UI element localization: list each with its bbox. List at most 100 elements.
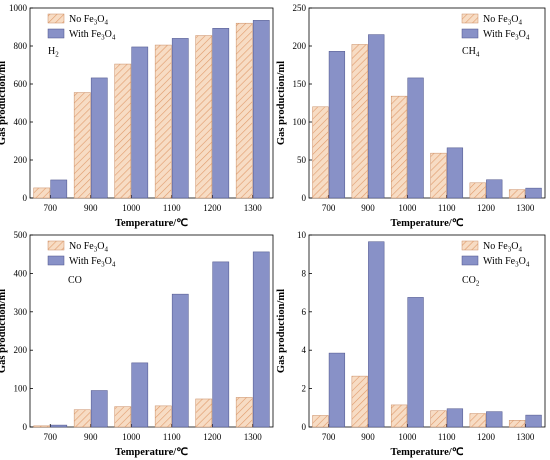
x-axis-label: Temperature/℃ [390, 217, 463, 229]
x-tick-label: 1300 [516, 432, 535, 442]
bar-no-fe3o4 [469, 182, 486, 199]
bar-with-fe3o4 [50, 424, 68, 428]
plot-frame [29, 7, 274, 199]
bar-no-fe3o4 [235, 22, 253, 199]
y-tick-label: 150 [293, 79, 307, 89]
legend: No Fe3O4 With Fe3O4 [461, 13, 530, 42]
bar-with-fe3o4 [368, 34, 385, 199]
x-tick-label: 700 [44, 432, 58, 442]
bar-with-fe3o4 [446, 408, 464, 428]
bar-with-fe3o4 [90, 390, 108, 428]
bar-with-fe3o4 [328, 51, 346, 199]
bar-no-fe3o4 [430, 152, 447, 199]
bar-no-fe3o4 [351, 44, 368, 199]
y-tick-label: 800 [14, 41, 28, 51]
bar-with-fe3o4 [171, 293, 189, 428]
gas-label: CH4 [462, 46, 480, 59]
x-tick-label: 1200 [477, 203, 496, 213]
y-tick-label: 100 [293, 117, 307, 127]
y-tick-label: 1000 [9, 3, 28, 13]
bar-with-fe3o4 [368, 241, 385, 428]
bar-no-fe3o4 [390, 404, 408, 428]
y-tick-label: 0 [23, 422, 28, 432]
bar-with-fe3o4 [212, 28, 230, 199]
x-tick-label: 900 [84, 203, 98, 213]
legend-label: No Fe3O4 [69, 14, 108, 27]
y-tick-label: 0 [302, 422, 307, 432]
bar-no-fe3o4 [33, 425, 51, 428]
y-tick-label: 200 [14, 345, 28, 355]
bar-with-fe3o4 [407, 77, 424, 199]
y-tick-label: 400 [14, 117, 28, 127]
bar-no-fe3o4 [114, 406, 132, 428]
bar-with-fe3o4 [131, 362, 149, 428]
x-tick-label: 1300 [516, 203, 535, 213]
y-tick-label: 100 [14, 384, 28, 394]
bar-with-fe3o4 [252, 251, 270, 428]
x-tick-label: 700 [322, 432, 336, 442]
y-tick-label: 0 [23, 193, 28, 203]
x-tick-label: 1000 [398, 432, 417, 442]
bar-no-fe3o4 [508, 189, 526, 199]
bar-no-fe3o4 [154, 405, 172, 428]
chart-panel-1: 0 200 400 600 800 1000 700 900 1000 1100 1200 1300 T… [0, 3, 274, 229]
x-tick-label: 1100 [438, 203, 456, 213]
y-tick-label: 500 [14, 230, 28, 240]
legend-swatch-no-fe3o4 [47, 240, 65, 251]
bar-with-fe3o4 [212, 261, 230, 428]
y-tick-label: 6 [302, 307, 307, 317]
legend-swatch-with-fe3o4 [461, 255, 479, 266]
y-tick-label: 200 [293, 41, 307, 51]
legend-swatch-with-fe3o4 [47, 28, 65, 39]
bar-no-fe3o4 [430, 410, 447, 428]
x-tick-label: 1200 [203, 432, 222, 442]
legend: No Fe3O4 With Fe3O4 [47, 13, 116, 42]
gas-label: CO2 [462, 275, 480, 288]
y-tick-label: 2 [302, 384, 307, 394]
legend-label: No Fe3O4 [483, 241, 522, 254]
bar-with-fe3o4 [525, 414, 542, 428]
y-tick-label: 0 [302, 193, 307, 203]
y-tick-label: 600 [14, 79, 28, 89]
x-tick-label: 1100 [438, 432, 456, 442]
legend-label: With Fe3O4 [69, 256, 116, 269]
x-tick-label: 1000 [122, 203, 141, 213]
legend-swatch-with-fe3o4 [461, 28, 479, 39]
legend-label: With Fe3O4 [483, 29, 530, 42]
bar-no-fe3o4 [469, 413, 486, 428]
bar-with-fe3o4 [50, 179, 68, 199]
bar-with-fe3o4 [407, 297, 424, 428]
chart-panel-4: 0 2 4 6 8 10 700 900 1000 1100 1200 1300 Temperature… [276, 230, 546, 458]
bar-with-fe3o4 [446, 147, 464, 199]
bar-no-fe3o4 [114, 63, 132, 199]
x-tick-label: 900 [361, 432, 375, 442]
legend-swatch-no-fe3o4 [461, 240, 479, 251]
y-tick-label: 4 [302, 345, 307, 355]
bar-no-fe3o4 [195, 35, 213, 199]
x-tick-label: 1200 [477, 432, 496, 442]
bar-with-fe3o4 [90, 77, 108, 199]
x-tick-label: 900 [84, 432, 98, 442]
gas-label: CO [68, 275, 82, 286]
bar-no-fe3o4 [390, 95, 408, 199]
bar-with-fe3o4 [486, 179, 503, 199]
y-axis-label: Gas production/ml [276, 289, 287, 373]
y-tick-label: 8 [302, 268, 307, 278]
bar-with-fe3o4 [171, 38, 189, 199]
bar-no-fe3o4 [312, 415, 329, 428]
plot-frame [308, 7, 546, 199]
plot-frame [308, 234, 546, 428]
x-tick-label: 900 [361, 203, 375, 213]
x-tick-label: 1100 [163, 432, 181, 442]
y-tick-label: 200 [14, 155, 28, 165]
y-tick-label: 250 [293, 3, 307, 13]
legend-swatch-no-fe3o4 [47, 13, 65, 24]
x-tick-label: 1300 [244, 203, 263, 213]
bar-no-fe3o4 [33, 187, 51, 199]
bar-no-fe3o4 [508, 420, 526, 428]
legend-label: With Fe3O4 [483, 256, 530, 269]
x-tick-label: 1200 [203, 203, 222, 213]
plot-frame [29, 234, 274, 428]
y-tick-label: 50 [297, 155, 307, 165]
